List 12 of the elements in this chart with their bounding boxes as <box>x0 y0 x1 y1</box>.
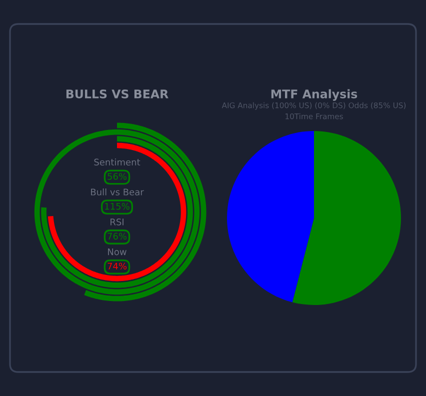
data-label: 74% <box>108 262 127 270</box>
chart-title: MTF Analysis <box>271 89 358 101</box>
data-label: 76% <box>108 232 127 240</box>
category-label: Now <box>108 248 126 256</box>
category-label: Sentiment <box>94 158 140 166</box>
pie-slice <box>292 131 401 305</box>
category-label: Bull vs Bear <box>91 188 144 196</box>
category-label: RSI <box>110 218 124 226</box>
pie-slice <box>227 131 314 302</box>
data-label: 115% <box>105 202 130 210</box>
text: BULLS VS BEAR <box>66 89 168 98</box>
data-label: 56% <box>108 172 127 180</box>
